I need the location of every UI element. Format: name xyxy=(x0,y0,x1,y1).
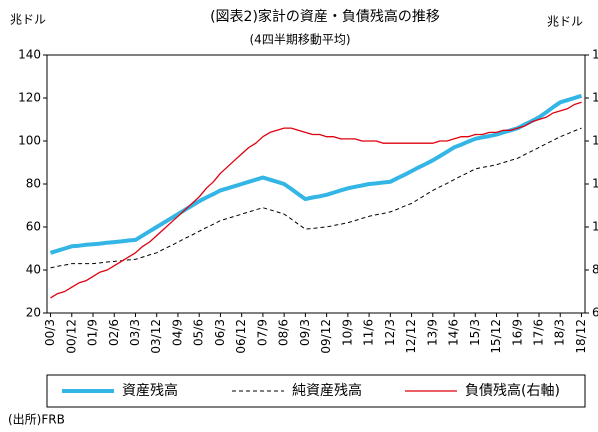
y-unit: 兆ドル xyxy=(10,13,46,27)
x-tick-label: 00/12 xyxy=(64,319,78,354)
x-tick-label: 12/12 xyxy=(404,319,418,354)
y-tick-label: 100 xyxy=(18,134,41,148)
x-tick-label: 02/6 xyxy=(107,319,121,346)
source: (出所)FRB xyxy=(8,413,65,427)
x-tick-label: 00/3 xyxy=(43,319,57,346)
chart-subtitle: (4四半期移動平均) xyxy=(250,33,351,47)
y2-unit: 兆ドル xyxy=(547,15,583,29)
x-tick-label: 11/6 xyxy=(362,319,376,346)
legend-label: 純資産残高 xyxy=(292,382,362,399)
x-tick-label: 03/3 xyxy=(128,319,142,346)
x-tick-label: 16/9 xyxy=(510,319,524,346)
y2-tick-label: 18 xyxy=(592,48,598,62)
plot-frame xyxy=(46,54,586,314)
x-tick-label: 06/12 xyxy=(234,319,248,354)
x-tick-label: 01/9 xyxy=(86,319,100,346)
chart-title: (図表2)家計の資産・負債残高の推移 xyxy=(210,8,440,25)
y2-tick-label: 12 xyxy=(592,177,598,191)
x-tick-label: 09/3 xyxy=(298,319,312,346)
y-tick-label: 40 xyxy=(26,263,41,277)
x-tick-label: 04/9 xyxy=(170,319,184,346)
y2-tick-label: 14 xyxy=(592,134,598,148)
x-tick-label: 14/6 xyxy=(447,319,461,346)
y2-tick-label: 8 xyxy=(592,263,598,277)
y-tick-label: 60 xyxy=(26,220,41,234)
y2-tick-label: 6 xyxy=(592,306,598,320)
y2-tick-label: 16 xyxy=(592,91,598,105)
x-tick-label: 17/6 xyxy=(531,319,545,346)
x-tick-label: 15/12 xyxy=(489,319,503,354)
x-tick-label: 10/9 xyxy=(340,319,354,346)
x-tick-label: 07/9 xyxy=(255,319,269,346)
series-line xyxy=(49,93,583,255)
legend-label: 負債残高(右軸) xyxy=(465,382,560,399)
x-tick-label: 13/9 xyxy=(425,319,439,346)
y-tick-label: 140 xyxy=(18,48,41,62)
series-line xyxy=(50,101,582,299)
x-tick-label: 09/12 xyxy=(319,319,333,354)
y-tick-label: 80 xyxy=(26,177,41,191)
x-tick-label: 03/12 xyxy=(149,319,163,354)
x-tick-label: 08/6 xyxy=(277,319,291,346)
y2-tick-label: 10 xyxy=(592,220,598,234)
legend-box xyxy=(46,374,586,408)
x-tick-label: 05/6 xyxy=(192,319,206,346)
x-tick-label: 06/3 xyxy=(213,319,227,346)
y-tick-label: 20 xyxy=(26,306,41,320)
legend-label: 資産残高 xyxy=(122,382,178,399)
x-tick-label: 18/3 xyxy=(553,319,567,346)
series-line xyxy=(50,127,582,269)
y-tick-label: 120 xyxy=(18,91,41,105)
x-tick-label: 12/3 xyxy=(383,319,397,346)
x-tick-label: 18/12 xyxy=(574,319,588,354)
x-tick-label: 15/3 xyxy=(468,319,482,346)
